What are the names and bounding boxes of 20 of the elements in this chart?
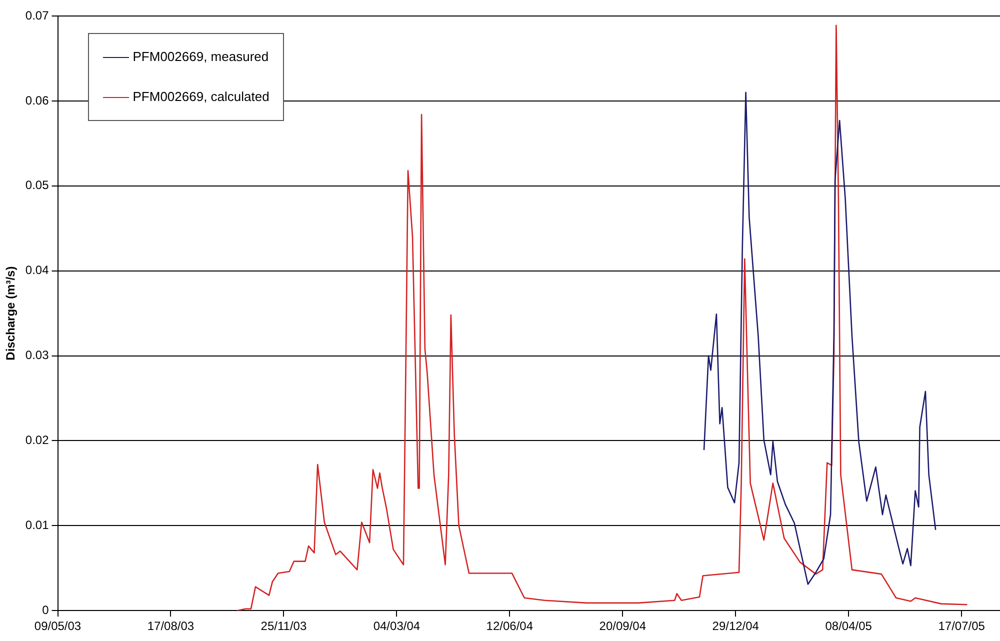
x-tick-label: 08/04/05 (825, 619, 872, 634)
y-tick-label: 0.05 (25, 178, 50, 192)
x-tick-label: 20/09/04 (599, 619, 646, 634)
y-tick-label: 0.02 (25, 433, 50, 448)
y-tick-label: 0.01 (25, 518, 50, 532)
x-tick-label: 12/06/04 (486, 619, 534, 634)
x-tick-label: 25/11/03 (260, 619, 307, 634)
x-tick-label: 04/03/04 (373, 619, 420, 634)
y-tick-label: 0.03 (25, 348, 50, 362)
y-axis-title: Discharge (m³/s) (4, 266, 18, 360)
y-tick-label: 0 (42, 602, 50, 617)
y-tick-label: 0.06 (25, 93, 50, 108)
x-tick-label: 17/08/03 (147, 619, 194, 634)
y-tick-label: 0.07 (25, 8, 50, 22)
legend-label: PFM002669, measured (132, 48, 269, 66)
x-tick-label: 29/12/04 (712, 619, 760, 634)
y-tick-label: 0.04 (25, 263, 50, 278)
x-tick-label: 17/07/05 (938, 619, 986, 634)
x-tick-label: 09/05/03 (34, 619, 82, 634)
legend-label: PFM002669, calculated (132, 88, 270, 106)
